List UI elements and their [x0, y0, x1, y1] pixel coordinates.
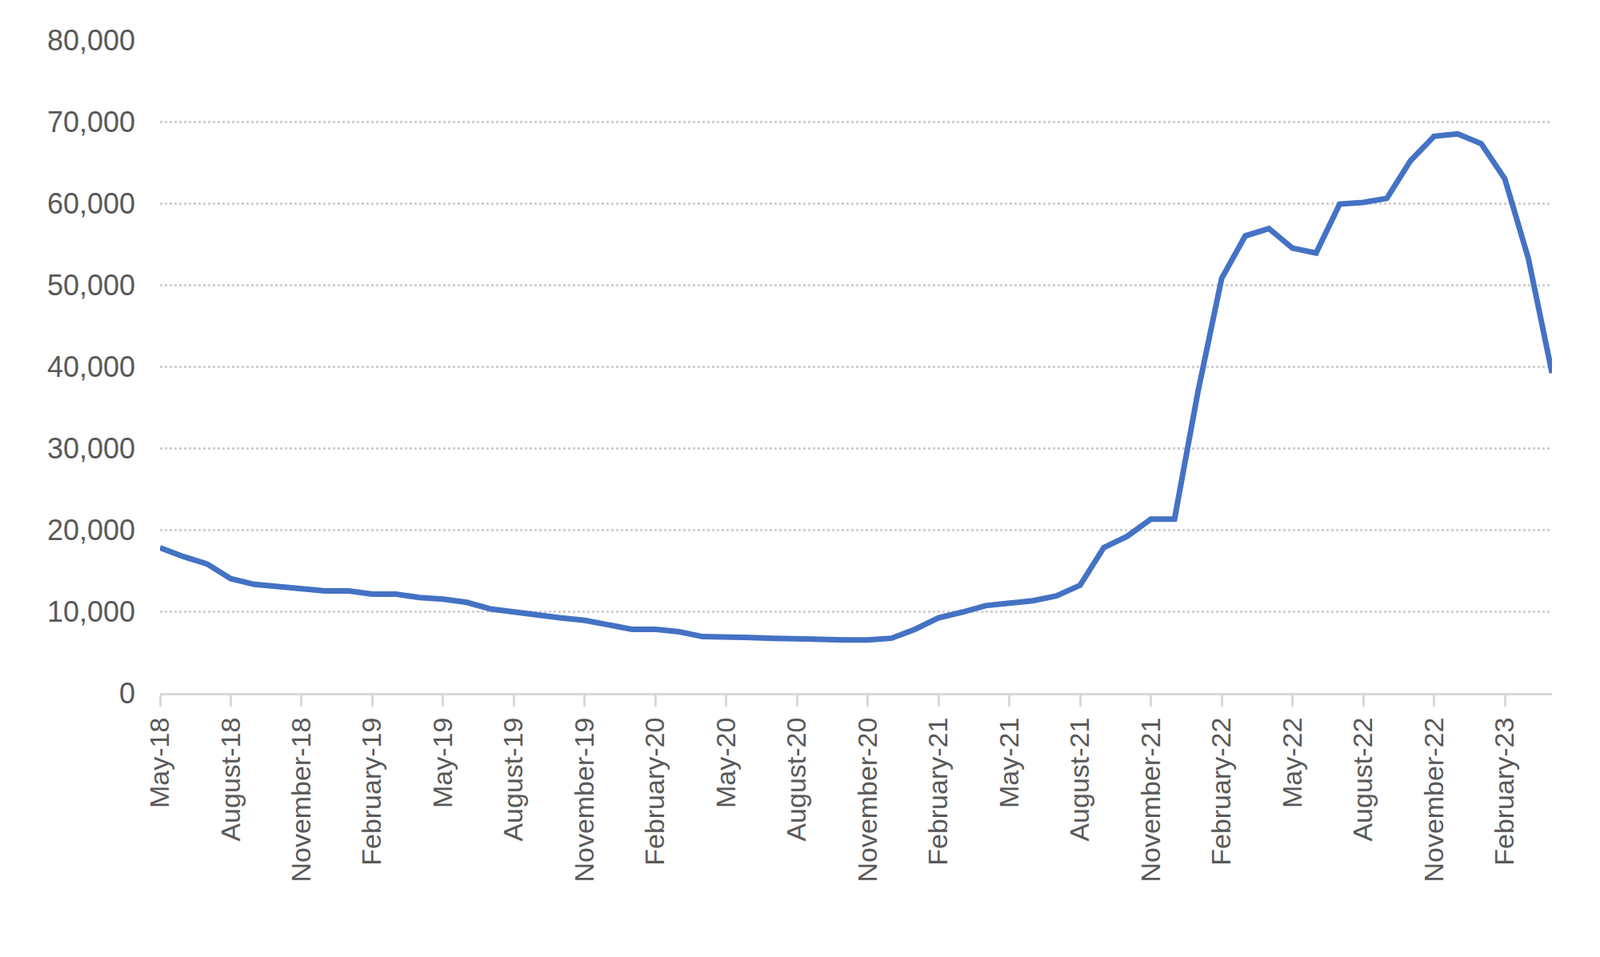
svg-text:February-21: February-21 [922, 717, 953, 866]
svg-text:May-21: May-21 [993, 717, 1024, 808]
svg-text:November-22: November-22 [1418, 717, 1449, 883]
svg-text:20,000: 20,000 [47, 513, 136, 547]
svg-text:70,000: 70,000 [47, 105, 136, 139]
svg-text:50,000: 50,000 [47, 268, 136, 302]
svg-text:November-18: November-18 [285, 717, 316, 883]
svg-text:August-20: August-20 [780, 717, 812, 842]
svg-text:May-20: May-20 [710, 717, 741, 808]
svg-text:February-20: February-20 [639, 717, 670, 866]
svg-text:August-22: August-22 [1347, 717, 1378, 842]
svg-text:August-18: August-18 [215, 717, 246, 842]
svg-text:30,000: 30,000 [47, 432, 136, 465]
svg-text:40,000: 40,000 [47, 350, 136, 384]
svg-text:60,000: 60,000 [47, 187, 136, 220]
svg-text:August-21: August-21 [1064, 717, 1095, 842]
svg-text:May-19: May-19 [427, 717, 458, 808]
svg-text:February-23: February-23 [1488, 717, 1520, 866]
svg-text:August-19: August-19 [497, 717, 528, 842]
svg-text:May-22: May-22 [1276, 717, 1308, 808]
svg-text:0: 0 [119, 676, 136, 710]
svg-text:February-22: February-22 [1205, 717, 1236, 866]
svg-text:10,000: 10,000 [47, 595, 136, 628]
svg-text:November-19: November-19 [568, 717, 600, 883]
svg-text:May-18: May-18 [144, 717, 175, 808]
svg-text:November-20: November-20 [852, 717, 883, 883]
svg-text:80,000: 80,000 [47, 24, 136, 57]
svg-text:February-19: February-19 [356, 717, 387, 866]
svg-text:November-21: November-21 [1135, 717, 1166, 883]
